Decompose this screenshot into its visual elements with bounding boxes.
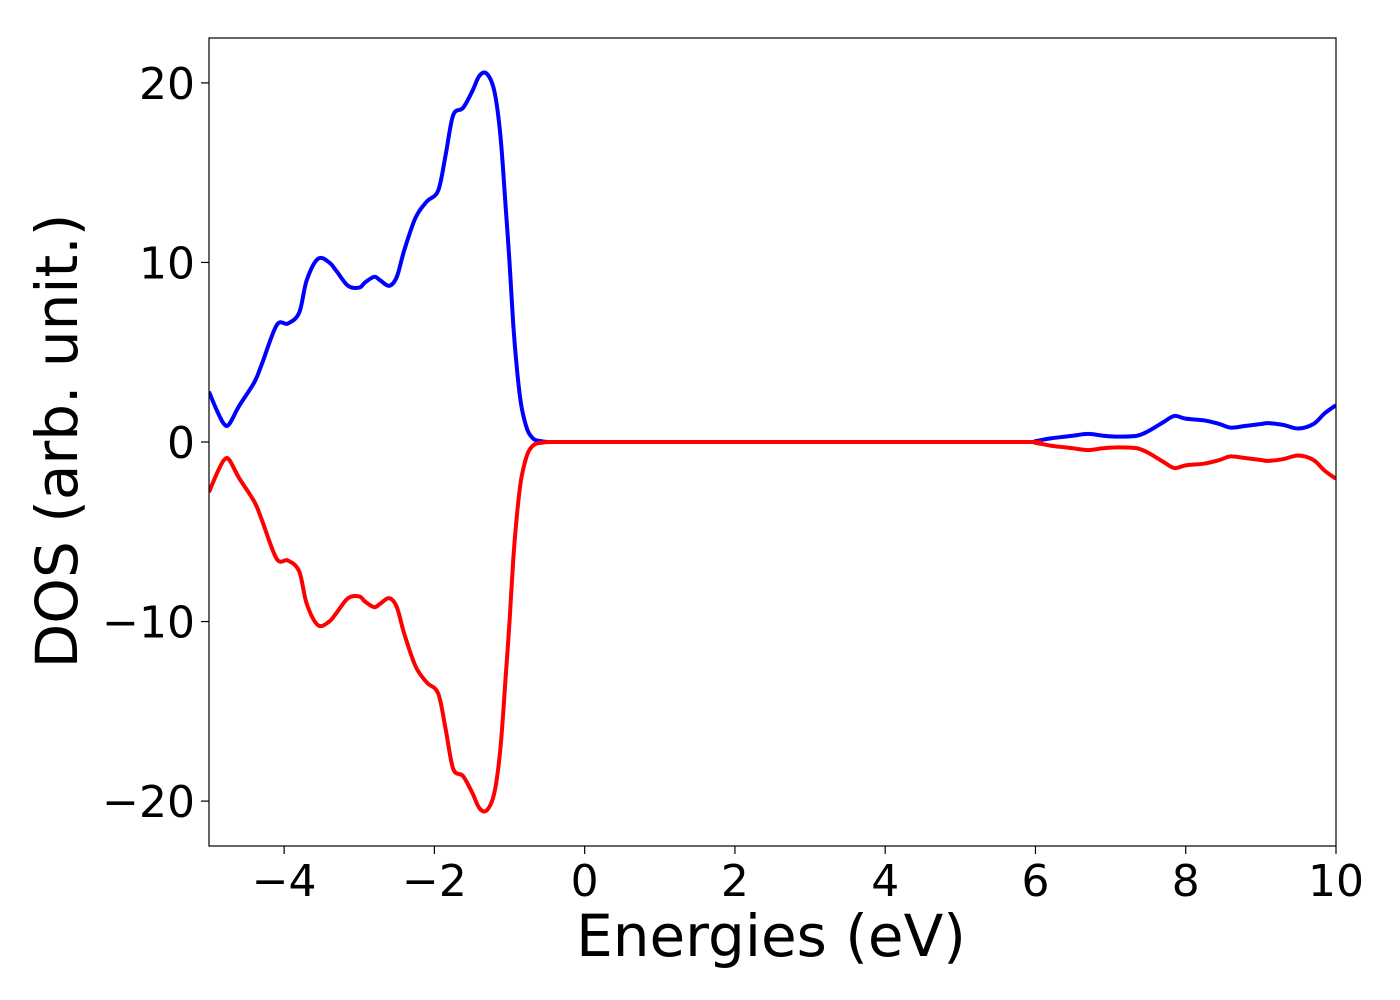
x-tick-label: 8	[1172, 856, 1200, 907]
y-tick-label: −20	[102, 777, 195, 828]
y-tick-label: 20	[139, 59, 195, 110]
y-axis: 20 10 0 −10 −20	[102, 59, 209, 828]
y-tick-label: 0	[167, 418, 195, 469]
x-tick-label: 10	[1308, 856, 1364, 907]
x-tick-label: −4	[252, 856, 317, 907]
x-tick-label: −2	[402, 856, 467, 907]
x-tick-label: 0	[571, 856, 599, 907]
y-tick-label: −10	[102, 598, 195, 649]
y-tick-label: 10	[139, 238, 195, 289]
x-axis-label: Energies (eV)	[576, 902, 966, 970]
x-tick-label: 4	[871, 856, 899, 907]
x-tick-label: 6	[1021, 856, 1049, 907]
series-line-red	[209, 439, 1336, 814]
series-line-blue	[209, 70, 1336, 445]
plot-area	[208, 37, 1337, 847]
x-axis: −4 −2 0 2 4 6 8 10	[252, 846, 1364, 907]
x-tick-label: 2	[721, 856, 749, 907]
y-axis-label: DOS (arb. unit.)	[23, 214, 91, 669]
